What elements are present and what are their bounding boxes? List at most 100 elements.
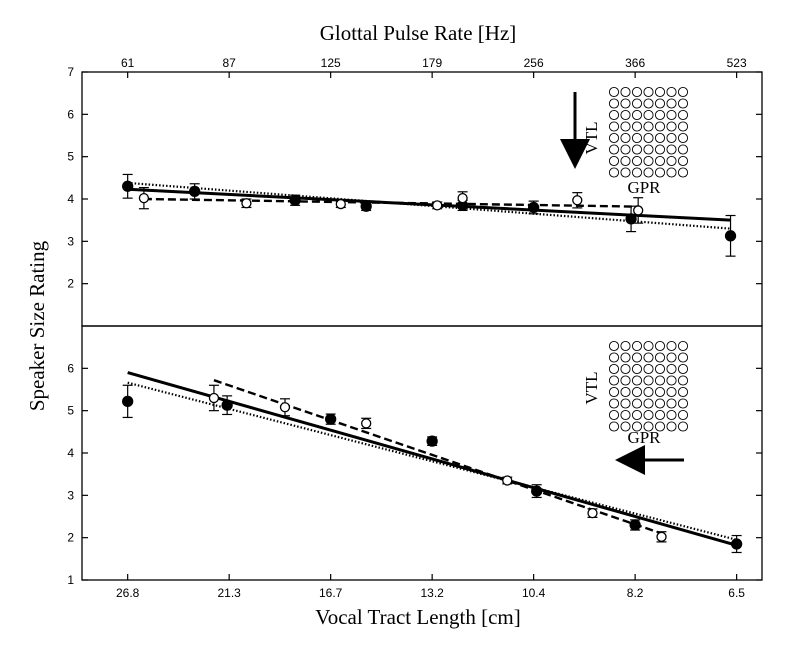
inset-grid-dot	[654, 363, 666, 375]
y-tick-label: 3	[67, 488, 74, 502]
inset-grid-dot	[643, 375, 654, 386]
inset-grid-dot	[654, 155, 666, 167]
inset-grid-dot	[666, 132, 677, 144]
data-point-filled	[189, 185, 201, 198]
x-tick-label: 10.4	[522, 586, 546, 600]
x-tick-label: 61	[121, 56, 135, 70]
inset-grid-dot	[608, 98, 620, 109]
y-tick-label: 6	[67, 107, 74, 121]
data-point-filled	[629, 519, 641, 531]
inset-grid-dot	[620, 155, 631, 167]
inset-grid-dot	[631, 409, 643, 421]
inset-grid-dot	[654, 98, 666, 109]
inset-grid-dot	[608, 132, 620, 144]
y-tick-label: 7	[67, 65, 74, 79]
inset-grid-dot	[620, 98, 631, 109]
inset-grid-dot	[666, 409, 677, 421]
inset-grid-dot	[608, 155, 620, 167]
data-point-open	[208, 392, 220, 404]
inset-grid-dot	[677, 109, 689, 121]
inset-grid-dot	[643, 340, 654, 352]
data-point-open	[361, 418, 372, 429]
inset-grid-dot	[631, 363, 643, 375]
data-point-filled	[221, 399, 233, 411]
x-tick-label: 125	[321, 56, 341, 70]
inset-grid-dot	[654, 121, 666, 132]
inset-grid-dot	[643, 98, 654, 109]
data-point-filled	[730, 538, 743, 550]
inset-grid-dot	[666, 121, 677, 132]
x-tick-label: 8.2	[627, 586, 644, 600]
data-point-open	[138, 193, 150, 204]
bottom-inset-diagram: VTL GPR	[582, 340, 689, 447]
inset-grid-dot	[666, 155, 677, 167]
inset-grid-dot	[643, 386, 654, 398]
data-point-open	[633, 205, 644, 216]
inset-grid-dot	[643, 167, 654, 178]
inset-grid-dot	[631, 132, 643, 144]
y-tick-label: 2	[67, 531, 74, 545]
inset-grid-dot	[631, 86, 643, 98]
inset-grid-dot	[666, 386, 677, 398]
inset-grid-dot	[677, 167, 689, 178]
data-point-open	[432, 200, 443, 211]
inset-grid-dot	[643, 421, 654, 432]
y-tick-label: 5	[67, 404, 74, 418]
inset-grid-dot	[677, 121, 689, 132]
data-point-filled	[724, 230, 737, 242]
inset-grid-dot	[666, 98, 677, 109]
fit-line-dashed	[143, 197, 639, 208]
inset-grid-dot	[677, 352, 689, 363]
inset-grid-dot	[620, 363, 631, 375]
inset-grid-dot	[677, 421, 689, 432]
inset-grid-dot	[643, 352, 654, 363]
inset-grid-dot	[608, 409, 620, 421]
data-point-open	[502, 475, 513, 486]
inset-grid-dot	[620, 109, 631, 121]
data-point-open	[656, 531, 667, 542]
data-point-filled	[289, 194, 301, 206]
inset-grid-dot	[643, 132, 654, 144]
inset-grid-dot	[643, 398, 654, 409]
inset-grid-dot	[643, 86, 654, 98]
inset-grid-dot	[654, 144, 666, 155]
inset-grid-dot	[654, 421, 666, 432]
x-tick-label: 26.8	[116, 586, 140, 600]
inset-grid-dot	[677, 363, 689, 375]
inset-grid-dot	[631, 340, 643, 352]
fit-line-layer	[127, 181, 738, 547]
inset-grid-dot	[620, 121, 631, 132]
data-point-filled	[360, 200, 372, 212]
inset-grid-dot	[677, 86, 689, 98]
inset-grid-dot	[631, 109, 643, 121]
inset-grid-dot	[631, 121, 643, 132]
inset-grid-dot	[631, 375, 643, 386]
inset-grid-dot	[620, 386, 631, 398]
inset-grid-dot	[608, 352, 620, 363]
inset-grid-dot	[666, 167, 677, 178]
inset-grid-dot	[666, 375, 677, 386]
inset-grid-dot	[666, 363, 677, 375]
data-point-filled	[531, 485, 543, 497]
top-axis-title: Glottal Pulse Rate [Hz]	[320, 21, 517, 45]
x-tick-label: 16.7	[319, 586, 343, 600]
inset-grid-dot	[620, 86, 631, 98]
inset-grid-dot	[631, 421, 643, 432]
inset-grid-dot	[643, 121, 654, 132]
inset-grid-dot	[608, 421, 620, 432]
inset-grid-dot	[620, 167, 631, 178]
x-tick-label: 6.5	[728, 586, 745, 600]
y-tick-label: 3	[67, 234, 74, 248]
fit-line-dotted	[127, 181, 731, 230]
inset-grid-dot	[666, 398, 677, 409]
x-tick-label: 366	[625, 56, 645, 70]
inset-grid-dot	[608, 109, 620, 121]
inset-grid-dot	[666, 352, 677, 363]
inset-grid-dot	[643, 363, 654, 375]
inset-grid-dot	[620, 398, 631, 409]
x-tick-label: 21.3	[217, 586, 241, 600]
inset-grid-dot	[631, 167, 643, 178]
